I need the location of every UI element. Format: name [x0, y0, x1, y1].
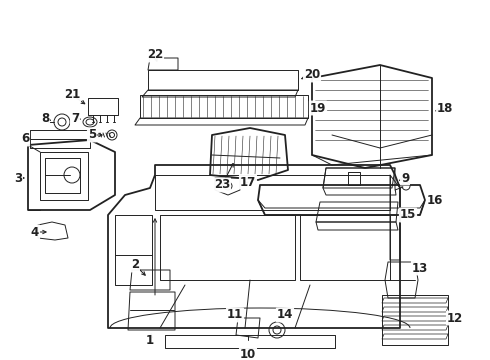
- Text: 18: 18: [437, 102, 453, 114]
- Text: 7: 7: [71, 112, 79, 125]
- Text: 13: 13: [412, 261, 428, 274]
- Text: 8: 8: [41, 112, 49, 125]
- Text: 22: 22: [147, 49, 163, 62]
- Text: 4: 4: [31, 225, 39, 238]
- Text: 2: 2: [131, 258, 139, 271]
- Text: 15: 15: [400, 208, 416, 221]
- Text: 5: 5: [88, 129, 96, 141]
- Text: 12: 12: [447, 311, 463, 324]
- Text: 11: 11: [227, 309, 243, 321]
- Text: 23: 23: [214, 179, 230, 192]
- Text: 20: 20: [304, 68, 320, 81]
- Text: 1: 1: [146, 333, 154, 346]
- Text: 9: 9: [401, 171, 409, 184]
- Text: 16: 16: [427, 194, 443, 207]
- Text: 19: 19: [310, 102, 326, 114]
- Text: 17: 17: [240, 175, 256, 189]
- Text: 3: 3: [14, 171, 22, 184]
- Text: 6: 6: [21, 132, 29, 145]
- Text: 10: 10: [240, 348, 256, 360]
- Text: 14: 14: [277, 309, 293, 321]
- Text: 21: 21: [64, 89, 80, 102]
